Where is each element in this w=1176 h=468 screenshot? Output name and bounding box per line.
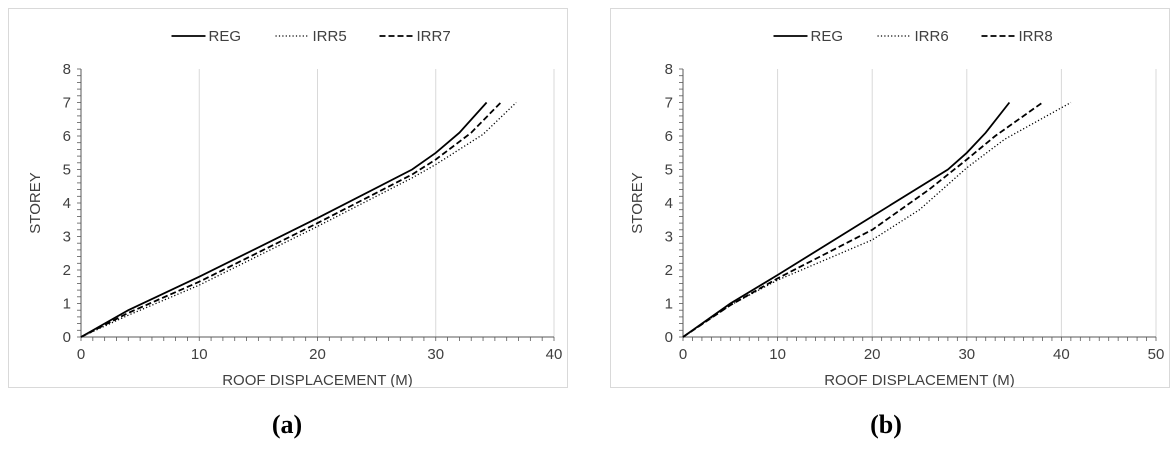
y-axis-label: STOREY	[629, 172, 646, 233]
legend-label-irr7: IRR7	[417, 28, 451, 45]
legend: REG IRR5 IRR7	[171, 28, 451, 45]
x-tick-label: 0	[679, 346, 687, 363]
x-axis-label: ROOF DISPLACEMENT (M)	[222, 372, 413, 387]
series-line-irr5	[80, 102, 517, 338]
x-tick-label: 50	[1148, 346, 1165, 363]
series-line-reg	[80, 101, 488, 338]
series-line-irr8	[682, 101, 1044, 338]
caption-a: (a)	[271, 410, 303, 439]
chart-panel-b: 0 10 20 30 40 50 0 1 2 3 4 5 6 7 8 ROOF DISPLACEMENT (M…	[610, 8, 1170, 388]
x-tick-label: 30	[427, 346, 444, 363]
y-tick-label: 4	[665, 195, 673, 212]
legend-label-reg: REG	[209, 28, 242, 45]
y-tick-label: 2	[63, 262, 71, 279]
series-line-irr6	[682, 101, 1072, 338]
series-line-reg	[682, 101, 1011, 338]
y-tick-label: 3	[63, 229, 71, 246]
y-axis-label: STOREY	[27, 172, 44, 233]
caption-b: (b)	[870, 410, 902, 439]
x-tick-label: 30	[958, 346, 975, 363]
y-tick-label: 6	[63, 128, 71, 145]
x-tick-label: 10	[769, 346, 786, 363]
y-tick-label: 1	[665, 296, 673, 313]
legend-label-irr6: IRR6	[915, 28, 949, 45]
legend-label-irr5: IRR5	[313, 28, 347, 45]
series-line-irr7	[80, 101, 502, 338]
x-axis-label: ROOF DISPLACEMENT (M)	[824, 372, 1015, 387]
x-tick-label: 10	[191, 346, 208, 363]
y-tick-label: 0	[63, 329, 71, 346]
y-tick-label: 7	[63, 95, 71, 112]
y-tick-label: 5	[665, 162, 673, 179]
y-tick-label: 6	[665, 128, 673, 145]
x-tick-label: 40	[1053, 346, 1070, 363]
y-tick-label: 7	[665, 95, 673, 112]
x-tick-label: 0	[77, 346, 85, 363]
y-tick-label: 8	[665, 61, 673, 78]
legend: REG IRR6 IRR8	[773, 28, 1053, 45]
y-tick-label: 4	[63, 195, 71, 212]
legend-label-reg: REG	[811, 28, 844, 45]
y-tick-label: 3	[665, 229, 673, 246]
y-tick-label: 0	[665, 329, 673, 346]
y-tick-label: 5	[63, 162, 71, 179]
y-tick-label: 1	[63, 296, 71, 313]
x-tick-label: 20	[864, 346, 881, 363]
y-tick-label: 2	[665, 262, 673, 279]
chart-panel-a: 0 10 20 30 40 0 1 2 3 4 5 6 7 8 ROOF DISPLACEMENT (M) S…	[8, 8, 568, 388]
x-tick-label: 20	[309, 346, 326, 363]
y-tick-label: 8	[63, 61, 71, 78]
chart-a-svg: 0 10 20 30 40 0 1 2 3 4 5 6 7 8 ROOF DISPLACEMENT (M) S…	[27, 28, 563, 387]
x-tick-label: 40	[546, 346, 563, 363]
legend-label-irr8: IRR8	[1019, 28, 1053, 45]
chart-b-svg: 0 10 20 30 40 50 0 1 2 3 4 5 6 7 8 ROOF DISPLACEMENT (M…	[629, 28, 1165, 387]
